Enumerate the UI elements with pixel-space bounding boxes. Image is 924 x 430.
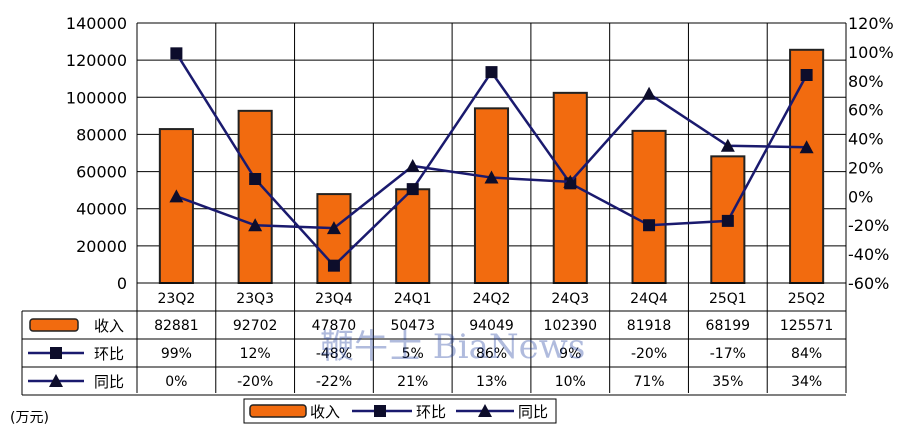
revenue-bar <box>158 128 194 284</box>
table-cell: 9% <box>559 346 581 362</box>
revenue-bar <box>395 188 431 285</box>
legend-label: 同比 <box>518 403 548 421</box>
table-cell: 125571 <box>780 318 833 334</box>
category-label: 24Q4 <box>630 291 668 307</box>
right-tick-label: 60% <box>848 101 884 120</box>
table-cell: 102390 <box>544 318 597 334</box>
legend: 收入 环比 同比 <box>243 398 557 424</box>
left-tick-label: 60000 <box>76 163 127 182</box>
qoq-marker <box>800 69 813 81</box>
right-tick-label: 80% <box>848 72 884 91</box>
revenue-bar <box>473 107 510 284</box>
left-tick-label: 100000 <box>66 88 127 107</box>
row-label: 收入 <box>94 317 124 335</box>
table-cell: 82881 <box>154 318 199 334</box>
qoq-marker <box>643 219 656 232</box>
yoy-marker <box>799 140 814 154</box>
table-cell: 94049 <box>469 318 514 334</box>
category-label: 25Q1 <box>709 291 747 307</box>
right-tick-label: 100% <box>848 43 894 62</box>
row-key-marker <box>50 347 62 359</box>
table-cell: 92702 <box>233 318 278 334</box>
qoq-marker <box>485 66 498 79</box>
table-cell: 35% <box>712 374 743 390</box>
category-label: 24Q1 <box>394 291 432 307</box>
watermark-text: 鞭牛士 BiaNews <box>320 327 585 367</box>
right-tick-label: 20% <box>848 158 884 177</box>
table-cell: -17% <box>710 346 746 362</box>
qoq-marker <box>170 47 183 60</box>
left-tick-label: 140000 <box>66 14 127 33</box>
legend-key-marker <box>478 404 492 417</box>
data-table: 23Q2 23Q3 23Q4 24Q1 24Q2 24Q3 24Q4 25Q1 25Q2 收入 82… <box>21 282 846 396</box>
ratio-lines <box>169 47 814 272</box>
category-label: 23Q4 <box>315 291 353 307</box>
right-tick-label: 0% <box>848 187 873 206</box>
revenue-bar <box>237 109 273 284</box>
category-label: 25Q2 <box>788 291 826 307</box>
table-cell: 12% <box>240 346 271 362</box>
table-cell: 71% <box>633 374 664 390</box>
table-cell: 68199 <box>706 318 751 334</box>
left-tick-label: 20000 <box>76 237 127 256</box>
legend-label: 收入 <box>310 403 340 421</box>
table-cell: 34% <box>791 374 822 390</box>
row-label: 同比 <box>94 373 124 391</box>
yoy-marker <box>484 170 499 184</box>
category-label: 23Q2 <box>158 291 196 307</box>
left-tick-label: 0 <box>117 274 127 293</box>
table-cell: 84% <box>791 346 822 362</box>
yoy-marker <box>563 174 578 188</box>
table-cell: -22% <box>316 374 352 390</box>
table-cell: 21% <box>397 374 428 390</box>
table-cell: 81918 <box>627 318 672 334</box>
table-cell: 86% <box>476 346 507 362</box>
legend-key-bar <box>249 404 307 418</box>
table-cell: 99% <box>161 346 192 362</box>
yoy-marker <box>405 159 420 172</box>
right-axis-ticks: -60% -40% -20% 0% 20% 40% 60% 80% 100% 120% <box>848 14 894 293</box>
yoy-marker <box>642 86 657 100</box>
left-tick-label: 120000 <box>66 51 127 70</box>
row-label: 环比 <box>94 345 124 363</box>
qoq-marker <box>249 173 262 185</box>
left-tick-label: 40000 <box>76 200 127 219</box>
table-cell: 47870 <box>312 318 357 334</box>
table-cell: 5% <box>402 346 424 362</box>
category-label: 23Q3 <box>236 291 274 307</box>
right-tick-label: 40% <box>848 130 884 149</box>
yoy-marker <box>169 189 184 203</box>
yoy-marker <box>248 218 263 232</box>
revenue-bar <box>631 129 667 284</box>
table-cell: -20% <box>237 374 273 390</box>
legend-label: 环比 <box>416 403 446 421</box>
yoy-marker <box>326 221 341 235</box>
table-cell: -48% <box>316 346 352 362</box>
right-tick-label: 120% <box>848 14 894 33</box>
revenue-bar <box>789 48 825 285</box>
table-cell: 0% <box>165 374 187 390</box>
right-tick-label: -60% <box>848 274 889 293</box>
qoq-marker <box>406 183 419 196</box>
right-tick-label: -20% <box>848 216 889 235</box>
table-cell: 13% <box>476 374 507 390</box>
table-cell: 50473 <box>390 318 435 334</box>
left-tick-label: 80000 <box>76 125 127 144</box>
qoq-marker <box>327 259 340 272</box>
row-key-bar <box>29 318 79 332</box>
category-label: 24Q2 <box>473 291 511 307</box>
legend-key-marker <box>374 405 386 417</box>
category-label: 24Q3 <box>551 291 589 307</box>
table-cell: 10% <box>555 374 586 390</box>
revenue-bars <box>158 48 825 285</box>
left-axis-ticks: 0 20000 40000 60000 80000 100000 120000 140000 <box>66 14 127 293</box>
qoq-marker <box>721 214 734 227</box>
yoy-marker <box>720 138 735 152</box>
unit-label: (万元) <box>10 410 49 426</box>
right-tick-label: -40% <box>848 245 889 264</box>
table-cell: -20% <box>631 346 667 362</box>
row-key-marker <box>49 374 63 387</box>
